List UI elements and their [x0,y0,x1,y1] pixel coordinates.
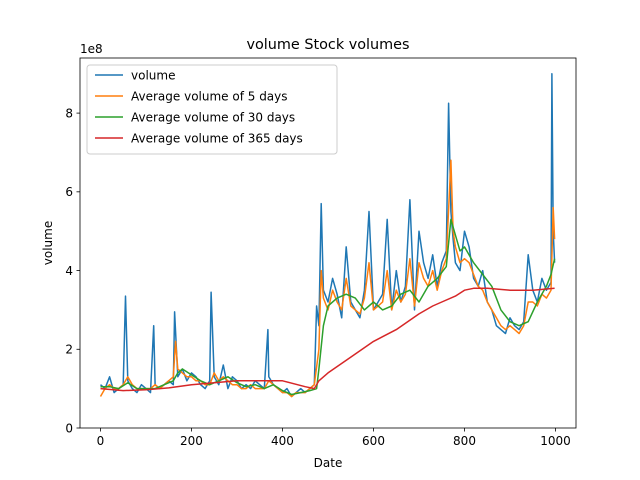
series-line-0 [100,72,556,398]
legend-label-2: Average volume of 30 days [131,110,295,124]
legend-label-3: Average volume of 365 days [131,131,303,145]
y-tick-label-1: 2 [65,343,73,357]
x-tick-label-0: 0 [97,434,105,448]
x-tick-label-5: 1000 [540,434,571,448]
legend-label-1: Average volume of 5 days [131,89,288,103]
y-tick-label-2: 4 [65,264,73,278]
chart-title: volume Stock volumes [246,37,409,53]
legend-box [86,64,338,155]
y-axis-offset-label: 1e8 [80,42,103,56]
plot-frame [79,57,577,429]
y-axis-label: volume [41,221,55,265]
series-line-2 [100,218,556,396]
y-tick-label-4: 8 [65,106,73,120]
series-line-3 [100,287,555,392]
ticks-layer: 0 200 400 600 800 1000 0 2 4 6 8 [65,106,570,448]
x-tick-label-1: 200 [180,434,203,448]
x-tick-label-2: 400 [271,434,294,448]
x-tick-label-3: 600 [362,434,385,448]
x-axis-label: Date [314,456,343,470]
y-tick-label-3: 6 [65,185,73,199]
x-tick-label-4: 800 [453,434,476,448]
y-tick-label-0: 0 [65,421,73,435]
legend-label-0: volume [131,68,175,82]
legend: volume Average volume of 5 days Average vo… [86,64,338,155]
series-layer [99,72,556,398]
